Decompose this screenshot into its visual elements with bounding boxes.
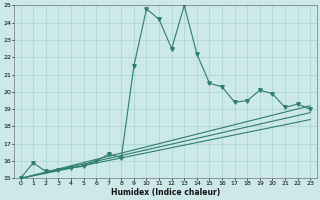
X-axis label: Humidex (Indice chaleur): Humidex (Indice chaleur) [111, 188, 220, 197]
